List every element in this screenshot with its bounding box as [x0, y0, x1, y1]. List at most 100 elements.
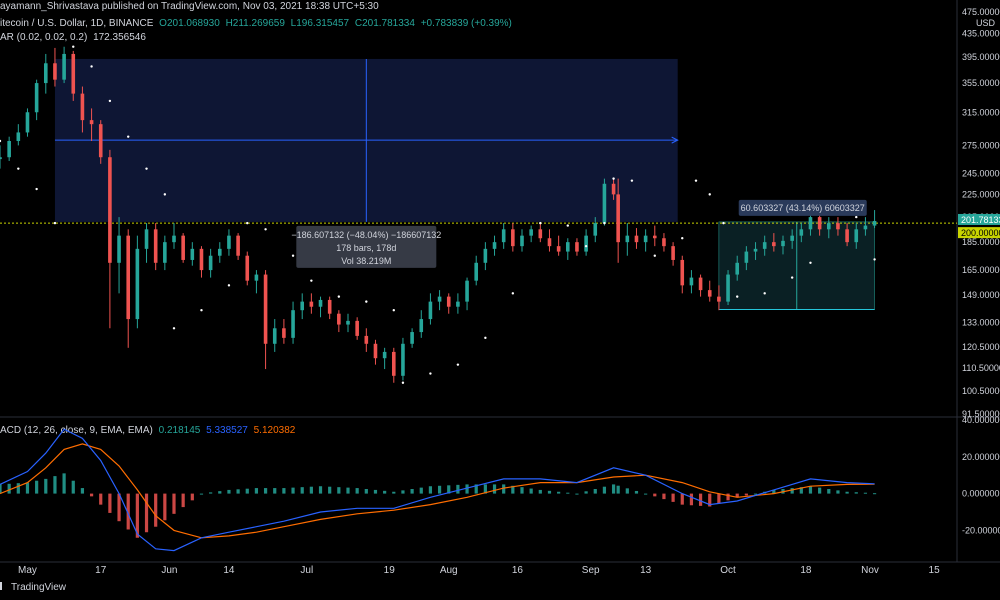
candle-body: [854, 229, 859, 243]
macd-histogram-bar: [483, 484, 487, 494]
macd-histogram-bar: [744, 493, 748, 496]
sar-value: 172.356546: [93, 32, 146, 43]
candle-body: [272, 328, 277, 344]
sar-dot: [337, 295, 341, 298]
macd-histogram-bar: [199, 493, 204, 495]
candle-body: [318, 299, 323, 307]
candle-body: [584, 235, 588, 252]
macd-histogram-bar: [808, 486, 813, 494]
high-value: H211.269659: [225, 18, 285, 29]
candle-body: [410, 332, 414, 344]
measure-down-tooltip: [296, 225, 437, 268]
sar-dot: [291, 254, 295, 257]
candle-body: [190, 248, 195, 260]
candle-body: [199, 248, 204, 271]
sar-dot: [108, 99, 112, 103]
candle-body: [762, 242, 767, 249]
macd-histogram-bar: [584, 491, 588, 494]
candle-body: [465, 280, 469, 302]
candle-body: [80, 93, 85, 121]
candle-body: [625, 235, 630, 243]
candle-body: [836, 223, 840, 230]
price-tick-label: 185.000000: [962, 237, 1000, 247]
candle-body: [153, 229, 158, 263]
candle-body: [346, 320, 350, 325]
macd-histogram-bar: [863, 492, 868, 494]
close-value: C201.781334: [354, 18, 415, 29]
candle-body: [172, 235, 176, 243]
sar-dot: [681, 237, 684, 240]
sar-label: AR (0.02, 0.02, 0.2): [0, 32, 88, 43]
sar-legend: AR (0.02, 0.02, 0.2) 172.356546: [0, 32, 149, 43]
time-tick-label: 16: [512, 565, 524, 576]
price-tick-label: 275.000000: [962, 140, 1000, 150]
candle-body: [556, 246, 561, 252]
open-value: O201.068930: [159, 18, 220, 29]
macd-histogram-bar: [383, 490, 387, 494]
time-tick-label: 17: [95, 565, 107, 576]
macd-histogram-bar: [456, 484, 460, 494]
macd-histogram-bar: [575, 493, 579, 495]
macd-histogram-bar: [89, 493, 94, 497]
macd-histogram-bar: [328, 486, 332, 494]
candle-body: [492, 242, 497, 249]
macd-histogram-bar: [557, 491, 561, 494]
price-tick-label: 100.500000: [962, 386, 1000, 396]
macd-tick-label: 40.000000: [962, 415, 1000, 425]
macd-tick-label: 0.000000: [962, 489, 1000, 499]
price-tick-label: 110.500000: [962, 363, 1000, 373]
macd-histogram-bar: [611, 484, 616, 494]
candle-body: [575, 242, 579, 252]
macd-histogram-bar: [708, 493, 712, 507]
macd-histogram-bar: [337, 487, 341, 494]
macd-histogram-bar: [419, 487, 423, 494]
macd-histogram-bar: [566, 492, 570, 494]
candle-body: [98, 124, 103, 158]
macd-histogram-bar: [245, 488, 249, 494]
macd-histogram-bar: [662, 493, 666, 500]
sar-dot: [566, 224, 569, 227]
time-tick-label: 18: [800, 565, 812, 576]
sar-dot: [72, 45, 75, 48]
macd-tick-label: 20.000000: [962, 452, 1000, 462]
time-tick-label: 14: [223, 565, 235, 576]
sar-dot: [310, 279, 313, 282]
sar-dot: [246, 221, 249, 225]
macd-histogram-bar: [593, 489, 597, 494]
macd-histogram-bar: [209, 492, 213, 494]
macd-histogram-bar: [126, 493, 130, 530]
sar-dot: [17, 167, 20, 170]
candle-body: [781, 240, 785, 247]
measure-up-line1: 60.603327 (43.14%) 60603327: [741, 203, 865, 213]
sar-dot: [584, 244, 588, 248]
sar-dot: [873, 258, 876, 261]
sar-dot: [90, 65, 93, 68]
macd-histogram-bar: [799, 487, 803, 494]
candle-body: [16, 132, 21, 142]
macd-histogram-bar: [836, 490, 840, 494]
sar-dot: [401, 381, 405, 384]
candle-body: [391, 351, 396, 376]
sar-dot: [0, 139, 2, 143]
macd-histogram-bar: [254, 488, 259, 494]
macd-histogram-bar: [282, 488, 286, 494]
sar-dot: [736, 295, 739, 298]
macd-histogram-bar: [236, 489, 240, 494]
macd-histogram-bar: [392, 491, 396, 494]
candle-body: [254, 274, 259, 281]
candle-body: [71, 53, 76, 94]
publisher-text: ayamann_Shrivastava published on Trading…: [0, 1, 379, 12]
macd-histogram-bar: [44, 478, 48, 494]
macd-histogram-bar: [447, 485, 451, 494]
candle-body: [643, 235, 648, 243]
tradingview-logo-icon: [0, 582, 8, 590]
sar-dot: [855, 215, 858, 219]
sar-dot: [429, 372, 432, 375]
macd-label: ACD (12, 26, close, 9, EMA, EMA): [0, 425, 153, 436]
macd-histogram-bar: [827, 489, 831, 494]
macd-histogram-bar: [520, 487, 524, 494]
candle-body: [0, 157, 2, 160]
time-tick-label: 13: [640, 565, 652, 576]
